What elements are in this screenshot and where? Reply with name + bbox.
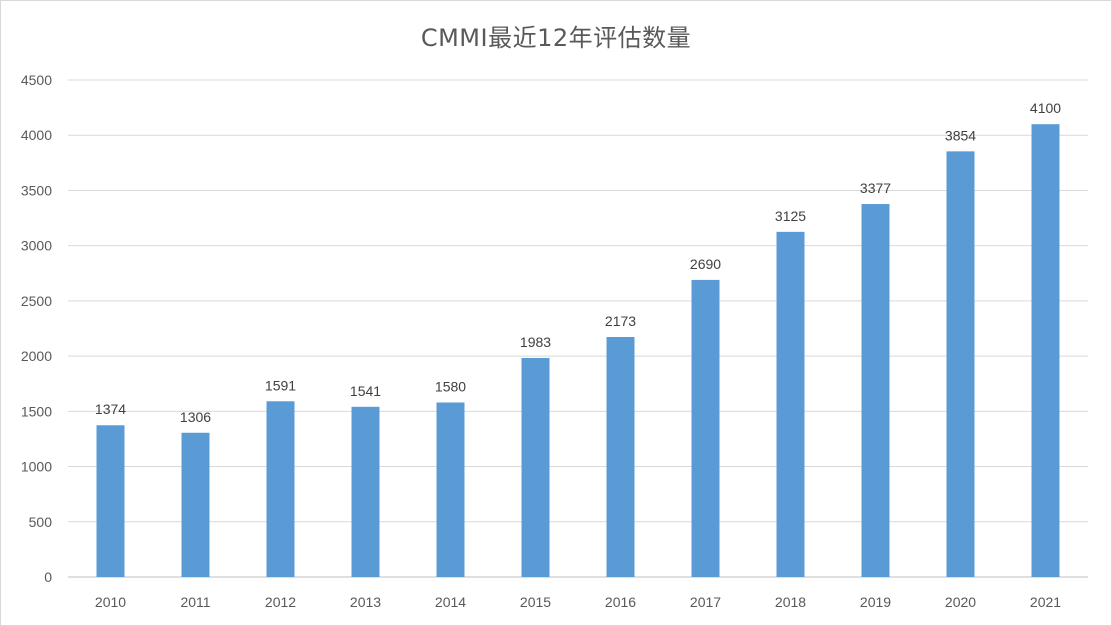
y-tick-label: 1500 <box>21 403 52 419</box>
bar-2019 <box>861 204 890 577</box>
data-label-2017: 2690 <box>690 256 721 272</box>
bar-2015 <box>521 357 550 577</box>
bar-2020 <box>946 151 975 577</box>
y-tick-label: 3000 <box>21 238 52 254</box>
y-tick-label: 0 <box>44 569 52 585</box>
y-tick-label: 1000 <box>21 459 52 475</box>
data-label-2014: 1580 <box>435 378 466 394</box>
y-tick-label: 500 <box>29 514 53 530</box>
x-tick-label: 2010 <box>95 594 126 610</box>
bar-2018 <box>776 231 805 577</box>
y-tick-label: 3500 <box>21 182 52 198</box>
data-label-2020: 3854 <box>945 127 976 143</box>
y-tick-label: 2500 <box>21 293 52 309</box>
y-tick-label: 2000 <box>21 348 52 364</box>
x-tick-label: 2017 <box>690 594 721 610</box>
x-tick-label: 2012 <box>265 594 296 610</box>
x-tick-label: 2020 <box>945 594 976 610</box>
y-tick-label: 4500 <box>21 72 52 88</box>
data-label-2010: 1374 <box>95 401 126 417</box>
data-label-2015: 1983 <box>520 334 551 350</box>
bar-2013 <box>351 406 380 577</box>
bar-2011 <box>181 432 210 577</box>
data-label-2013: 1541 <box>350 383 381 399</box>
bar-2017 <box>691 279 720 577</box>
x-tick-label: 2013 <box>350 594 381 610</box>
x-tick-label: 2021 <box>1030 594 1061 610</box>
x-tick-label: 2015 <box>520 594 551 610</box>
bar-2010 <box>96 425 125 577</box>
x-tick-label: 2014 <box>435 594 466 610</box>
data-label-2018: 3125 <box>775 208 806 224</box>
x-tick-label: 2016 <box>605 594 636 610</box>
bar-2012 <box>266 401 295 577</box>
x-tick-label: 2018 <box>775 594 806 610</box>
data-label-2011: 1306 <box>180 409 211 425</box>
x-tick-label: 2019 <box>860 594 891 610</box>
y-tick-label: 4000 <box>21 127 52 143</box>
data-label-2019: 3377 <box>860 180 891 196</box>
chart-title: CMMI最近12年评估数量 <box>420 24 692 52</box>
x-tick-label: 2011 <box>180 594 210 610</box>
bar-2014 <box>436 402 465 577</box>
bar-2021 <box>1031 124 1060 577</box>
data-label-2021: 4100 <box>1030 100 1061 116</box>
data-label-2012: 1591 <box>265 377 296 393</box>
data-label-2016: 2173 <box>605 313 636 329</box>
bar-2016 <box>606 337 635 577</box>
